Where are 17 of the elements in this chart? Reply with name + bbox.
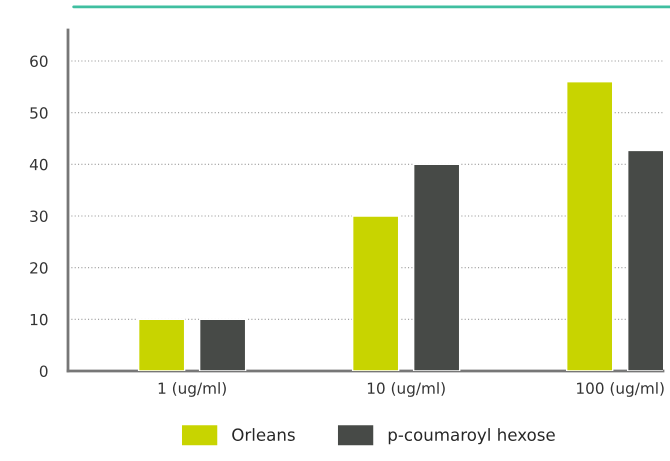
x-tick-label: 10 (ug/ml) [368,382,445,397]
bar [198,318,246,371]
y-tick-label: 10 [30,314,48,326]
y-tick-label: 20 [30,262,48,274]
bar [352,215,400,371]
y-tick-label: 40 [30,158,48,170]
bar [412,164,460,371]
y-tick-label: 30 [30,210,48,222]
x-tick-label: 100 (ug/ml) [577,382,664,397]
legend-label: p-coumaroyl hexose [388,428,555,444]
y-tick-label: 60 [30,55,48,68]
y-tick-label: 50 [30,107,48,119]
legend-label: Orleans [232,428,295,441]
x-tick-label: 1 (ug/ml) [158,382,226,397]
bar [566,80,614,371]
y-tick-label: 0 [40,365,48,378]
bar [138,318,186,371]
